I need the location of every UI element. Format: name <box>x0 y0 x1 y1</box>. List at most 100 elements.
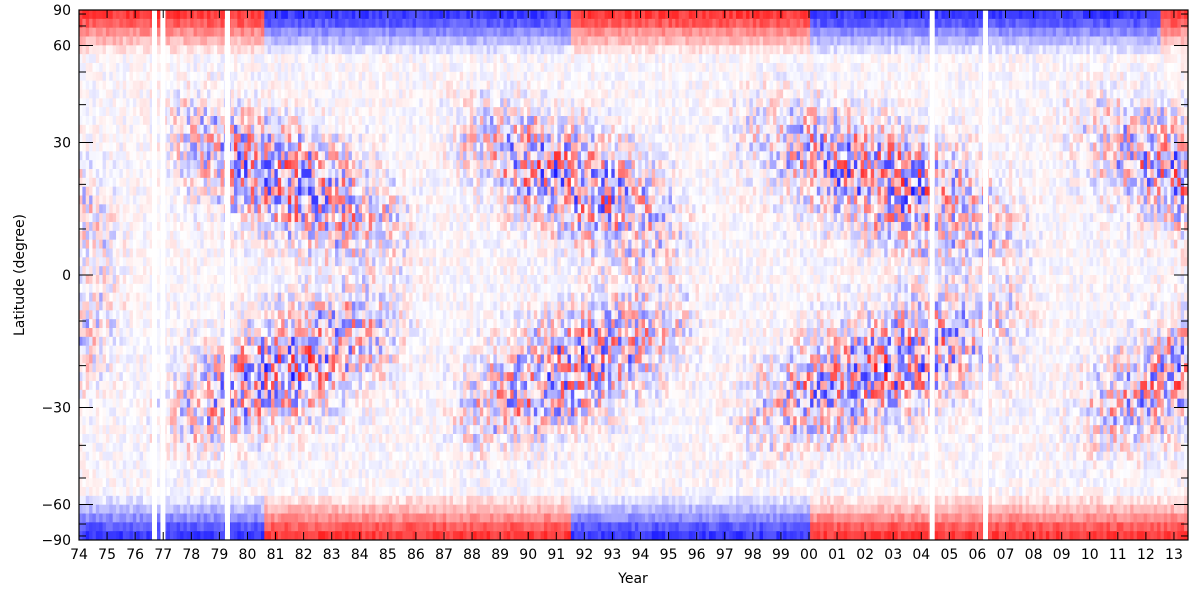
heatmap-cell <box>102 45 107 55</box>
heatmap-cell <box>139 398 144 408</box>
heatmap-cell <box>210 204 215 214</box>
heatmap-cell <box>294 389 299 400</box>
heatmap-cell <box>318 451 322 461</box>
heatmap-cell <box>244 222 248 232</box>
heatmap-cell <box>139 124 144 135</box>
heatmap-cell <box>318 177 322 188</box>
heatmap-cell <box>264 522 269 532</box>
heatmap-cell <box>92 283 97 294</box>
heatmap-cell <box>89 275 93 285</box>
heatmap-cell <box>79 354 83 364</box>
heatmap-cell <box>99 222 103 232</box>
heatmap-cell <box>237 45 242 55</box>
heatmap-cell <box>132 407 137 417</box>
heatmap-cell <box>176 36 181 46</box>
heatmap-cell <box>217 80 221 90</box>
heatmap-cell <box>173 442 178 453</box>
heatmap-cell <box>213 124 218 135</box>
heatmap-cell <box>328 27 333 37</box>
heatmap-cell <box>173 398 178 408</box>
heatmap-cell <box>328 89 333 99</box>
heatmap-cell <box>207 257 211 267</box>
heatmap-cell <box>284 248 289 258</box>
heatmap-cell <box>264 531 269 540</box>
heatmap-cell <box>230 177 235 188</box>
heatmap-cell <box>254 425 258 435</box>
heatmap-cell <box>109 442 114 453</box>
heatmap-cell <box>318 54 322 64</box>
heatmap-cell <box>79 504 83 514</box>
heatmap-cell <box>345 442 349 453</box>
heatmap-cell <box>139 27 144 37</box>
heatmap-cell <box>149 434 154 444</box>
heatmap-cell <box>355 372 360 382</box>
heatmap-cell <box>291 336 296 347</box>
heatmap-cell <box>284 460 289 470</box>
heatmap-cell <box>82 460 87 470</box>
heatmap-cell <box>335 257 339 267</box>
heatmap-cell <box>314 248 319 258</box>
heatmap-cell <box>122 257 127 267</box>
heatmap-cell <box>358 124 363 135</box>
heatmap-cell <box>92 460 97 470</box>
heatmap-cell <box>287 354 292 364</box>
heatmap-cell <box>335 345 339 355</box>
heatmap-cell <box>237 27 242 37</box>
heatmap-cell <box>119 27 124 37</box>
heatmap-cell <box>260 89 265 99</box>
heatmap-cell <box>132 89 137 99</box>
heatmap-cell <box>233 372 238 382</box>
heatmap-cell <box>345 398 349 408</box>
heatmap-cell <box>146 345 151 355</box>
heatmap-cell <box>281 292 285 302</box>
heatmap-cell <box>321 442 326 453</box>
heatmap-cell <box>119 292 124 302</box>
heatmap-cell <box>314 45 319 55</box>
heatmap-cell <box>112 248 117 258</box>
heatmap-cell <box>240 345 245 355</box>
heatmap-cell <box>136 89 141 99</box>
heatmap-cell <box>250 451 255 461</box>
heatmap-cell <box>250 460 255 470</box>
heatmap-cell <box>173 416 178 426</box>
heatmap-cell <box>126 186 130 196</box>
heatmap-cell <box>355 230 360 241</box>
heatmap-cell <box>210 495 215 506</box>
heatmap-cell <box>210 310 215 320</box>
heatmap-cell <box>348 142 353 152</box>
heatmap-cell <box>176 442 181 453</box>
heatmap-cell <box>311 142 316 152</box>
heatmap-cell <box>287 389 292 400</box>
heatmap-cell <box>102 398 107 408</box>
heatmap-cell <box>324 389 329 400</box>
heatmap-cell <box>173 381 178 391</box>
heatmap-cell <box>291 186 296 196</box>
heatmap-cell <box>200 301 205 311</box>
heatmap-cell <box>193 275 198 285</box>
heatmap-cell <box>345 381 349 391</box>
heatmap-cell <box>95 213 100 223</box>
heatmap-cell <box>308 160 312 170</box>
heatmap-cell <box>311 195 316 205</box>
heatmap-cell <box>193 133 198 143</box>
heatmap-cell <box>277 522 282 532</box>
heatmap-cell <box>166 381 171 391</box>
heatmap-cell <box>287 80 292 90</box>
heatmap-cell <box>311 80 316 90</box>
heatmap-cell <box>254 18 258 29</box>
heatmap-cell <box>257 10 262 20</box>
heatmap-cell <box>348 389 353 400</box>
heatmap-cell <box>119 328 124 338</box>
heatmap-cell <box>99 18 103 29</box>
heatmap-cell <box>260 98 265 108</box>
heatmap-cell <box>105 142 110 152</box>
heatmap-cell <box>213 434 218 444</box>
heatmap-cell <box>297 398 302 408</box>
heatmap-cell <box>186 266 191 276</box>
heatmap-cell <box>105 124 110 135</box>
heatmap-cell <box>169 363 174 373</box>
heatmap-cell <box>112 345 117 355</box>
heatmap-cell <box>345 372 349 382</box>
heatmap-cell <box>240 186 245 196</box>
heatmap-cell <box>335 451 339 461</box>
